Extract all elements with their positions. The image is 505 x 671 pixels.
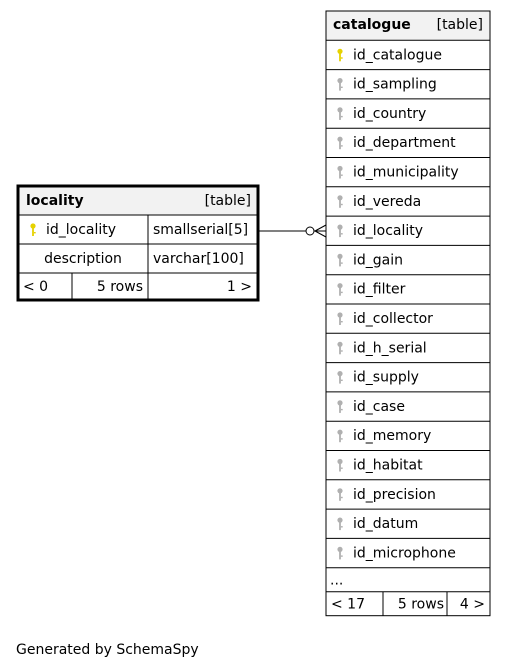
catalogue-column-name: id_case bbox=[353, 399, 405, 415]
catalogue-column-name: id_collector bbox=[353, 311, 433, 327]
locality-header bbox=[18, 186, 258, 215]
catalogue-column-name: id_h_serial bbox=[353, 340, 427, 356]
locality-column-type: smallserial[5] bbox=[153, 222, 248, 238]
catalogue-column-row[interactable]: id_catalogue bbox=[326, 39, 490, 63]
locality-table[interactable]: locality [table] id_locality smallserial[5]… bbox=[16, 184, 260, 302]
foreign-key-icon bbox=[337, 165, 343, 179]
catalogue-column-name: id_habitat bbox=[353, 458, 423, 474]
catalogue-column-name: id_microphone bbox=[353, 545, 456, 561]
catalogue-column-row[interactable]: id_memory bbox=[326, 420, 490, 444]
primary-key-icon bbox=[337, 48, 343, 62]
foreign-key-icon bbox=[337, 371, 343, 384]
catalogue-header bbox=[326, 11, 490, 41]
catalogue-column-row[interactable]: id_vereda bbox=[326, 186, 490, 210]
foreign-key-icon bbox=[337, 341, 343, 355]
foreign-key-icon bbox=[337, 312, 343, 325]
catalogue-table[interactable]: catalogue [table] id_catalogue id_samplingi… bbox=[325, 10, 491, 617]
locality-border bbox=[16, 184, 260, 302]
locality-parents-count: < 0 bbox=[23, 279, 48, 295]
catalogue-parents-count: < 17 bbox=[331, 597, 365, 613]
foreign-key-icon bbox=[337, 400, 343, 413]
catalogue-column-row[interactable]: id_country bbox=[326, 98, 490, 122]
catalogue-row-count: 5 rows bbox=[398, 597, 444, 613]
locality-column-row[interactable]: description varchar[100] bbox=[18, 243, 258, 267]
catalogue-title: catalogue bbox=[333, 17, 411, 33]
catalogue-column-row[interactable]: id_locality bbox=[326, 215, 490, 239]
catalogue-column-row[interactable]: id_sampling bbox=[326, 69, 490, 93]
catalogue-column-name: id_vereda bbox=[353, 194, 421, 210]
catalogue-children-count: 4 > bbox=[460, 597, 485, 613]
locality-column-row[interactable]: id_locality smallserial[5] bbox=[18, 214, 258, 238]
locality-column-name: id_locality bbox=[46, 222, 116, 238]
primary-key-icon bbox=[30, 223, 36, 236]
catalogue-column-row[interactable]: id_supply bbox=[326, 362, 490, 386]
catalogue-kind: [table] bbox=[437, 17, 483, 33]
catalogue-more-columns: ... bbox=[330, 573, 343, 589]
zero-cardinality-marker bbox=[305, 226, 315, 236]
catalogue-column-row[interactable]: id_gain bbox=[326, 244, 490, 268]
locality-column-type: varchar[100] bbox=[153, 251, 244, 267]
catalogue-column-name: id_memory bbox=[353, 428, 431, 444]
catalogue-column-row[interactable]: id_department bbox=[326, 127, 490, 151]
catalogue-column-name: id_country bbox=[353, 106, 426, 122]
foreign-key-icon bbox=[337, 488, 343, 501]
foreign-key-icon bbox=[337, 429, 343, 443]
foreign-key-icon bbox=[337, 78, 343, 91]
catalogue-column-row[interactable]: id_filter bbox=[326, 274, 490, 298]
catalogue-column-row[interactable]: id_h_serial bbox=[326, 332, 490, 356]
crowfoot-lower bbox=[314, 230, 327, 238]
catalogue-column-row[interactable]: id_collector bbox=[326, 303, 490, 327]
foreign-key-icon bbox=[337, 283, 343, 296]
locality-title: locality bbox=[26, 193, 84, 209]
locality-children-count: 1 > bbox=[227, 279, 252, 295]
catalogue-column-row[interactable]: id_precision bbox=[326, 479, 490, 503]
catalogue-column-name: id_datum bbox=[353, 516, 418, 532]
catalogue-column-name: id_filter bbox=[353, 282, 406, 298]
catalogue-column-name: id_supply bbox=[353, 370, 419, 386]
crowfoot-upper bbox=[314, 224, 327, 232]
locality-kind: [table] bbox=[205, 193, 251, 209]
catalogue-column-name: id_municipality bbox=[353, 165, 459, 181]
catalogue-column-name: id_gain bbox=[353, 252, 403, 268]
foreign-key-icon bbox=[337, 517, 343, 531]
catalogue-column-name: id_department bbox=[353, 135, 456, 151]
foreign-key-icon bbox=[337, 136, 343, 150]
catalogue-column-name: id_sampling bbox=[353, 77, 437, 93]
locality-column-name: description bbox=[44, 251, 122, 267]
foreign-key-icon bbox=[337, 253, 343, 267]
catalogue-column-name: id_locality bbox=[353, 223, 423, 239]
catalogue-column-name: id_catalogue bbox=[353, 47, 442, 63]
foreign-key-icon bbox=[337, 546, 343, 560]
foreign-key-icon bbox=[337, 458, 343, 472]
foreign-key-icon bbox=[337, 224, 343, 238]
catalogue-column-row[interactable]: id_datum bbox=[326, 508, 490, 532]
catalogue-column-row[interactable]: id_municipality bbox=[326, 157, 490, 181]
catalogue-column-row[interactable]: id_microphone bbox=[326, 537, 490, 561]
generated-by-label: Generated by SchemaSpy bbox=[16, 642, 199, 658]
catalogue-column-row[interactable]: id_case bbox=[326, 391, 490, 415]
catalogue-border bbox=[325, 10, 491, 617]
foreign-key-icon bbox=[337, 107, 343, 120]
catalogue-column-row[interactable]: id_habitat bbox=[326, 450, 490, 474]
locality-row-count: 5 rows bbox=[97, 279, 143, 295]
catalogue-column-name: id_precision bbox=[353, 487, 436, 503]
relationship-connector bbox=[259, 224, 327, 238]
foreign-key-icon bbox=[337, 195, 343, 208]
